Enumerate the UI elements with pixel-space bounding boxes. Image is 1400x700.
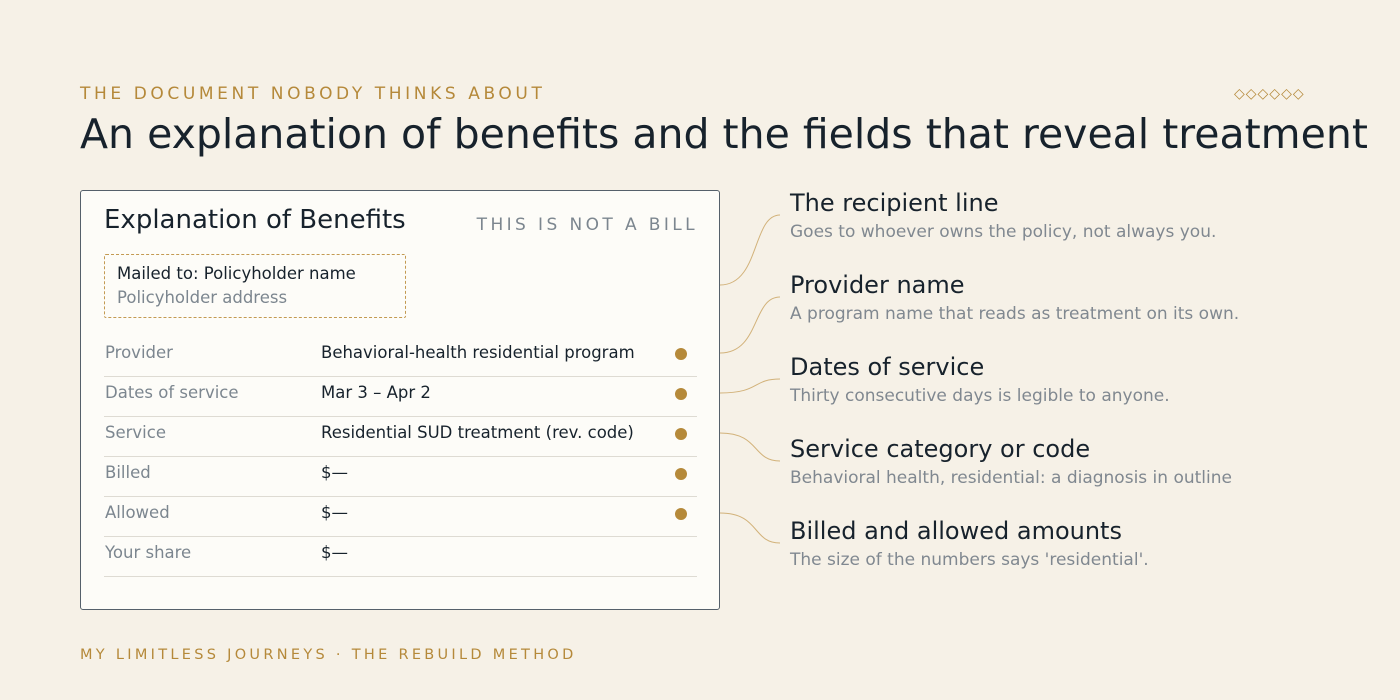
callout-service: Service category or code Behavioral heal… — [790, 435, 1232, 488]
field-value: $— — [321, 543, 348, 562]
field-label: Allowed — [105, 503, 170, 522]
callout-heading: Billed and allowed amounts — [790, 517, 1122, 545]
flag-dot-icon — [675, 428, 687, 440]
field-label: Provider — [105, 343, 173, 362]
diamond-ornament-icon: ◇◇◇◇◇◇ — [1234, 86, 1305, 102]
footer-brand: MY LIMITLESS JOURNEYS · THE REBUILD METH… — [80, 647, 577, 663]
flag-dot-icon — [675, 348, 687, 360]
callout-heading: The recipient line — [790, 189, 999, 217]
field-value: Behavioral-health residential program — [321, 343, 635, 362]
callout-dates: Dates of service Thirty consecutive days… — [790, 353, 1170, 406]
recipient-box: Mailed to: Policyholder name Policyholde… — [104, 254, 406, 318]
connector-dates — [719, 378, 781, 394]
callout-heading: Provider name — [790, 271, 965, 299]
field-row-provider: Provider Behavioral-health residential p… — [104, 337, 697, 377]
connector-service — [719, 432, 781, 462]
flag-dot-icon — [675, 388, 687, 400]
field-row-allowed: Allowed $— — [104, 497, 697, 537]
recipient-address: Policyholder address — [117, 288, 288, 307]
connector-amounts — [719, 512, 781, 544]
field-value: $— — [321, 503, 348, 522]
field-label: Billed — [105, 463, 151, 482]
flag-dot-icon — [675, 468, 687, 480]
field-label: Dates of service — [105, 383, 239, 402]
flag-dot-icon — [675, 508, 687, 520]
eob-fields: Provider Behavioral-health residential p… — [104, 337, 697, 577]
connector-recipient — [719, 214, 781, 286]
field-value: Mar 3 – Apr 2 — [321, 383, 431, 402]
recipient-name: Mailed to: Policyholder name — [117, 264, 356, 283]
callout-provider: Provider name A program name that reads … — [790, 271, 1239, 324]
not-a-bill-note: THIS IS NOT A BILL — [476, 215, 698, 235]
callout-amounts: Billed and allowed amounts The size of t… — [790, 517, 1149, 570]
field-value: Residential SUD treatment (rev. code) — [321, 423, 634, 442]
callout-recipient: The recipient line Goes to whoever owns … — [790, 189, 1216, 242]
field-row-your-share: Your share $— — [104, 537, 697, 577]
callout-heading: Dates of service — [790, 353, 985, 381]
field-value: $— — [321, 463, 348, 482]
field-label: Service — [105, 423, 166, 442]
page-title: An explanation of benefits and the field… — [80, 110, 1368, 158]
callout-detail: A program name that reads as treatment o… — [790, 304, 1240, 324]
connector-provider — [719, 296, 781, 354]
callout-detail: Behavioral health, residential: a diagno… — [790, 468, 1232, 488]
field-row-dates: Dates of service Mar 3 – Apr 2 — [104, 377, 697, 417]
eob-title: Explanation of Benefits — [104, 205, 406, 235]
callout-detail: Goes to whoever owns the policy, not alw… — [790, 222, 1217, 242]
callout-detail: Thirty consecutive days is legible to an… — [790, 386, 1170, 406]
field-row-billed: Billed $— — [104, 457, 697, 497]
field-label: Your share — [105, 543, 192, 562]
eyebrow-label: THE DOCUMENT NOBODY THINKS ABOUT — [80, 84, 546, 104]
field-row-service: Service Residential SUD treatment (rev. … — [104, 417, 697, 457]
callout-heading: Service category or code — [790, 435, 1091, 463]
eob-document: Explanation of Benefits THIS IS NOT A BI… — [80, 190, 720, 610]
callout-detail: The size of the numbers says 'residentia… — [790, 550, 1149, 570]
